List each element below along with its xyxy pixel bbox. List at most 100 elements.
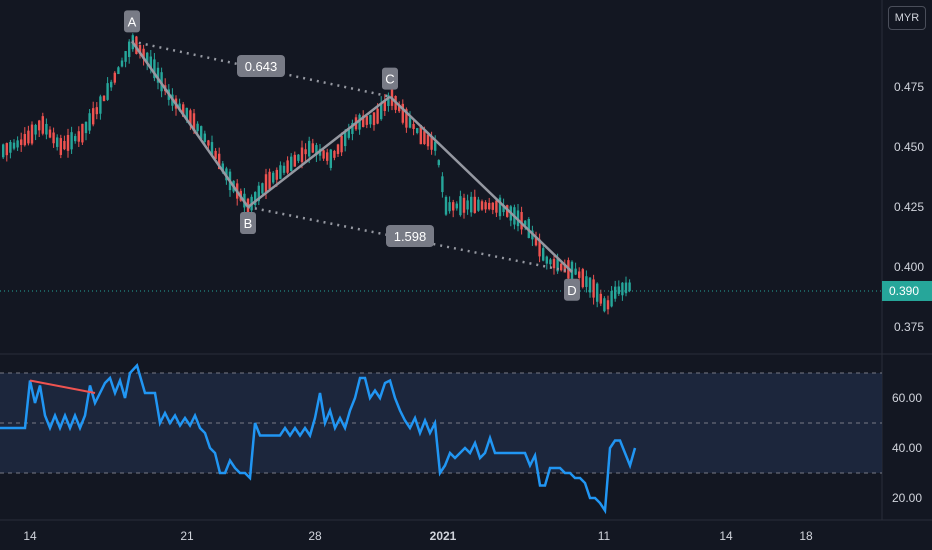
candle-body	[369, 114, 372, 125]
candle-body	[311, 143, 314, 153]
candle-body	[290, 156, 293, 171]
candle-body	[264, 174, 268, 193]
candle-body	[484, 202, 487, 210]
candle-body	[308, 140, 311, 157]
candle-body	[189, 110, 192, 125]
candle-body	[477, 199, 480, 211]
candle-body	[77, 131, 80, 142]
candle-body	[81, 123, 84, 143]
ratio-value: 1.598	[394, 229, 427, 244]
candle-body	[617, 286, 620, 294]
candle-body	[362, 115, 365, 127]
candle-body	[196, 123, 199, 132]
indicator-line	[0, 363, 637, 515]
candle-body	[315, 145, 318, 156]
indicator-pane: 60.00 40.00 20.00	[0, 363, 922, 515]
candle-body	[20, 139, 23, 145]
candle-body	[549, 259, 552, 265]
candle-body	[365, 116, 368, 125]
candle-body	[423, 131, 426, 145]
indicator-tick-label: 20.00	[892, 491, 922, 505]
price-tick-label: 0.425	[894, 200, 924, 214]
candle-body	[293, 154, 296, 167]
candle-body	[455, 203, 458, 209]
point-label: C	[385, 72, 394, 87]
candle-body	[59, 138, 62, 155]
price-tick-label: 0.475	[894, 80, 924, 94]
candle-body	[192, 113, 196, 132]
candle-body	[110, 81, 113, 88]
candle-body	[5, 143, 8, 156]
candle-body	[621, 282, 624, 296]
candles	[2, 33, 631, 315]
candle-body	[149, 56, 152, 69]
candle-body	[466, 200, 469, 210]
candle-body	[372, 112, 376, 126]
candle-body	[358, 114, 361, 130]
time-tick-label: 14	[23, 529, 37, 543]
candle-body	[408, 117, 412, 128]
candle-body	[412, 123, 415, 129]
candle-body	[128, 41, 131, 58]
candle-body	[448, 202, 451, 212]
candle-body	[12, 142, 16, 149]
candle-body	[333, 150, 336, 158]
point-badge	[564, 278, 580, 301]
candle-body	[117, 67, 120, 75]
candle-body	[70, 132, 73, 150]
candle-body	[218, 153, 221, 170]
pattern-point-b: B	[240, 212, 256, 234]
candle-body	[210, 142, 214, 155]
time-tick-label: 21	[180, 529, 194, 543]
candle-body	[178, 103, 181, 111]
candle-body	[185, 107, 188, 121]
candle-body	[66, 135, 70, 151]
candle-body	[257, 185, 260, 202]
candle-body	[534, 237, 538, 246]
candle-body	[23, 134, 26, 146]
harmonic-pattern: A B C D 0.643 1.598	[124, 10, 580, 301]
ratio-label: 1.598	[386, 225, 434, 247]
candle-body	[336, 144, 340, 154]
pattern-point-c: C	[382, 67, 398, 90]
candle-body	[419, 124, 422, 145]
candle-body	[398, 105, 401, 112]
pattern-leg	[247, 95, 391, 208]
candle-body	[383, 100, 386, 111]
candle-body	[146, 52, 149, 64]
candle-body	[282, 165, 286, 173]
candle-body	[538, 239, 541, 257]
candle-body	[286, 160, 289, 173]
candle-body	[221, 163, 224, 173]
candle-body	[207, 140, 210, 146]
candle-body	[452, 202, 455, 211]
ratio-badge	[237, 55, 285, 77]
candle-body	[560, 263, 563, 271]
candle-body	[596, 283, 599, 302]
candle-body	[254, 192, 257, 206]
candle-body	[56, 137, 59, 147]
point-label: D	[567, 283, 576, 298]
candle-body	[491, 202, 494, 210]
candle-body	[326, 152, 329, 161]
candle-body	[304, 149, 307, 155]
candle-body	[444, 196, 448, 215]
candle-body	[106, 83, 109, 100]
candle-body	[628, 282, 631, 291]
price-tick-label: 0.400	[894, 260, 924, 274]
candle-body	[606, 300, 610, 310]
candle-body	[74, 136, 77, 142]
currency-button[interactable]: MYR	[888, 6, 926, 30]
time-tick-label: 18	[799, 529, 813, 543]
candle-body	[27, 130, 30, 144]
candle-body	[279, 165, 282, 179]
price-tick-label: 0.375	[894, 320, 924, 334]
candle-body	[84, 121, 88, 134]
candle-body	[441, 176, 444, 193]
divergence-line	[29, 379, 96, 394]
ratio-label: 0.643	[237, 55, 285, 77]
candle-body	[297, 154, 300, 161]
candle-body	[520, 212, 523, 230]
candle-body	[268, 171, 271, 190]
time-tick-label: 28	[308, 529, 322, 543]
